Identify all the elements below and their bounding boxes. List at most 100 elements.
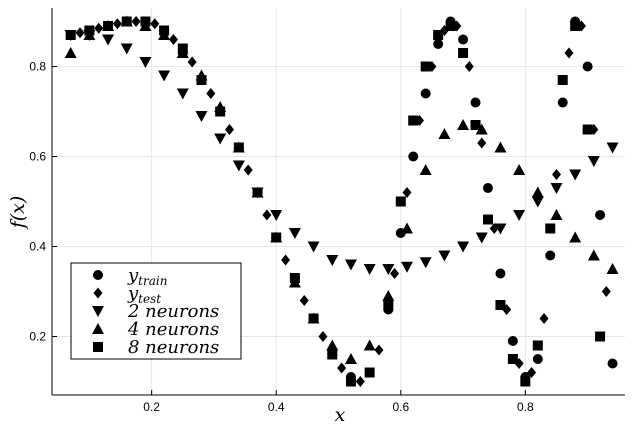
data-point	[532, 354, 543, 364]
data-point	[121, 16, 132, 27]
data-point	[550, 209, 563, 220]
data-point	[458, 48, 469, 58]
data-point	[457, 241, 470, 253]
data-point	[103, 21, 114, 31]
data-point	[433, 30, 444, 40]
x-tick-label: 0.4	[268, 400, 285, 414]
data-point	[131, 16, 141, 27]
data-point	[445, 21, 456, 31]
data-point	[233, 142, 244, 153]
data-point	[531, 196, 544, 208]
x-tick-label: 0.2	[143, 400, 160, 414]
y-tick-label: 0.4	[29, 240, 46, 254]
data-point	[75, 27, 85, 39]
data-point	[318, 331, 328, 342]
data-point	[582, 124, 593, 135]
data-point	[569, 231, 582, 243]
data-point	[551, 169, 561, 180]
tick-labels: 0.2 0.4 0.6 0.8 0.2 0.4 0.6 0.8	[29, 60, 534, 415]
data-point	[545, 250, 556, 261]
data-point	[458, 34, 469, 45]
data-point	[395, 196, 406, 207]
data-point	[607, 358, 618, 369]
data-point	[382, 264, 395, 275]
data-point	[187, 56, 197, 68]
data-point	[464, 61, 474, 72]
data-point	[470, 97, 481, 108]
data-point	[495, 268, 506, 279]
data-point	[243, 164, 253, 176]
data-point	[402, 187, 412, 198]
data-point	[420, 61, 431, 72]
data-point	[225, 124, 235, 135]
data-point	[177, 43, 188, 54]
data-point	[271, 232, 282, 243]
data-point	[606, 142, 619, 154]
data-point	[289, 273, 300, 283]
data-point	[345, 376, 356, 387]
data-point	[102, 34, 115, 46]
data-point	[299, 295, 309, 306]
data-point	[587, 249, 600, 261]
data-point	[532, 340, 543, 351]
data-point	[495, 300, 506, 310]
data-point	[355, 376, 365, 387]
data-point	[326, 255, 339, 266]
x-axis-title: x	[335, 404, 346, 426]
data-point	[457, 119, 470, 130]
data-markers	[64, 15, 619, 387]
data-point	[570, 21, 581, 31]
data-point	[433, 39, 444, 49]
series-4	[65, 16, 606, 387]
x-tick-label: 0.6	[392, 400, 409, 414]
data-point	[531, 186, 544, 198]
data-point	[494, 141, 507, 153]
data-point	[539, 313, 549, 324]
legend-marker	[93, 270, 103, 280]
data-point	[408, 115, 419, 126]
data-point	[288, 228, 301, 239]
y-tick-label: 0.8	[29, 60, 46, 74]
data-point	[494, 223, 507, 235]
data-point	[582, 61, 593, 72]
data-point	[94, 22, 104, 34]
data-point	[262, 209, 272, 221]
data-point	[557, 75, 568, 85]
data-point	[363, 339, 376, 351]
data-point	[477, 137, 487, 149]
data-point	[587, 156, 600, 167]
data-point	[344, 259, 357, 271]
data-point	[606, 263, 619, 274]
data-point	[475, 123, 488, 135]
data-point	[215, 106, 226, 117]
data-point	[176, 88, 189, 100]
y-axis-title: f(x)	[7, 196, 29, 231]
data-point	[595, 210, 606, 220]
data-point	[438, 250, 451, 262]
data-point	[232, 160, 245, 172]
data-point	[364, 367, 375, 378]
data-point	[327, 349, 338, 360]
data-point	[382, 290, 395, 301]
data-point	[159, 25, 170, 36]
data-point	[595, 331, 606, 342]
data-point	[550, 183, 563, 194]
data-point	[112, 18, 122, 30]
data-point	[139, 57, 152, 68]
legend-label: 8 neurons	[128, 337, 219, 358]
data-point	[470, 120, 481, 130]
data-point	[390, 268, 400, 279]
data-point	[513, 210, 526, 221]
legend-label: 2 neurons	[127, 301, 219, 322]
data-point	[158, 70, 171, 82]
data-point	[326, 339, 339, 351]
data-point	[482, 183, 493, 193]
data-point	[363, 264, 376, 275]
x-tick-label: 0.8	[517, 400, 534, 414]
data-point	[196, 75, 207, 85]
data-point	[344, 353, 357, 364]
data-point	[64, 47, 77, 58]
y-tick-label: 0.2	[29, 330, 46, 344]
data-point	[252, 187, 263, 198]
